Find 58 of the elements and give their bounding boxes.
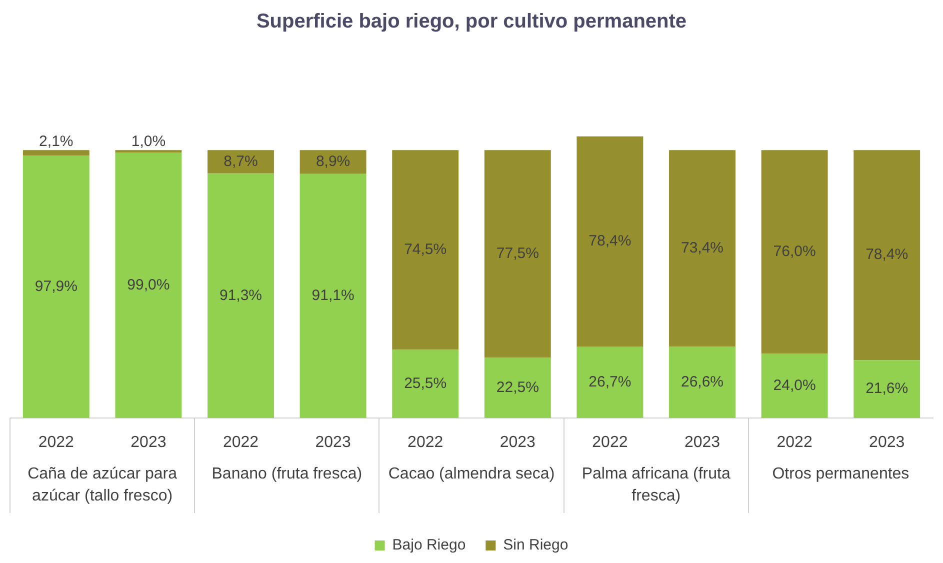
data-label: 77,5%: [496, 245, 539, 262]
x-tick-label: 2022: [222, 434, 259, 452]
x-tick-label: 2023: [684, 434, 720, 452]
data-label: 91,1%: [312, 287, 354, 304]
bar: [669, 150, 736, 347]
bar: [761, 150, 828, 354]
data-label: 26,6%: [680, 374, 724, 391]
bar: [669, 346, 736, 418]
data-label: 73,4%: [680, 240, 724, 257]
data-label: 2,1%: [39, 133, 74, 150]
bar: [576, 346, 644, 418]
data-label: 78,4%: [588, 232, 632, 250]
bar: [484, 358, 551, 418]
bar: [300, 150, 366, 174]
bar: [300, 174, 366, 418]
bar: [854, 150, 920, 360]
data-label: 25,5%: [404, 374, 447, 392]
data-label: 8,7%: [224, 152, 258, 170]
data-label: 76,0%: [773, 243, 816, 260]
x-tick-label: 2022: [592, 434, 628, 452]
chart-title: Superficie bajo riego, por cultivo permanente: [256, 10, 687, 33]
x-tick-label: 2023: [315, 434, 351, 452]
x-tick-label: 2023: [869, 434, 905, 452]
data-label: 26,7%: [588, 373, 632, 390]
bar: [115, 150, 182, 153]
bar: [761, 354, 828, 418]
legend-label: Bajo Riego: [392, 536, 466, 554]
text: Caña de azúcar para azúcar (tallo fresco): [28, 465, 178, 504]
text: Palma africana (fruta fresca): [582, 465, 730, 504]
data-label: 21,6%: [866, 380, 908, 398]
text: Cacao (almendra seca): [388, 465, 555, 482]
x-tick-label: 2022: [776, 434, 812, 452]
bar: [576, 136, 644, 346]
x-tick-label: 2023: [130, 434, 166, 452]
data-label: 99,0%: [127, 276, 170, 294]
x-tick-label: 2022: [408, 434, 444, 452]
bar: [208, 150, 274, 174]
data-label: 74,5%: [404, 241, 447, 258]
x-tick-label: 2022: [38, 434, 74, 452]
data-label: 91,3%: [219, 286, 262, 304]
data-label: 8,9%: [316, 153, 350, 170]
bar: [22, 156, 90, 418]
x-tick-label: 2023: [500, 434, 536, 452]
data-label: 1,0%: [131, 133, 166, 150]
legend-label: Sin Riego: [503, 536, 568, 554]
bar: [115, 152, 182, 418]
bar: [392, 150, 459, 350]
text: Otros permanentes: [772, 465, 910, 482]
data-label: 78,4%: [866, 246, 908, 264]
data-label: 22,5%: [496, 379, 539, 396]
text: Banano (fruta fresca): [212, 465, 362, 482]
data-label: 24,0%: [773, 376, 816, 394]
data-label: 97,9%: [34, 278, 78, 295]
bar: [484, 150, 551, 358]
bar: [392, 350, 459, 418]
bar: [22, 150, 90, 156]
bar: [208, 173, 274, 418]
bar: [854, 360, 920, 418]
